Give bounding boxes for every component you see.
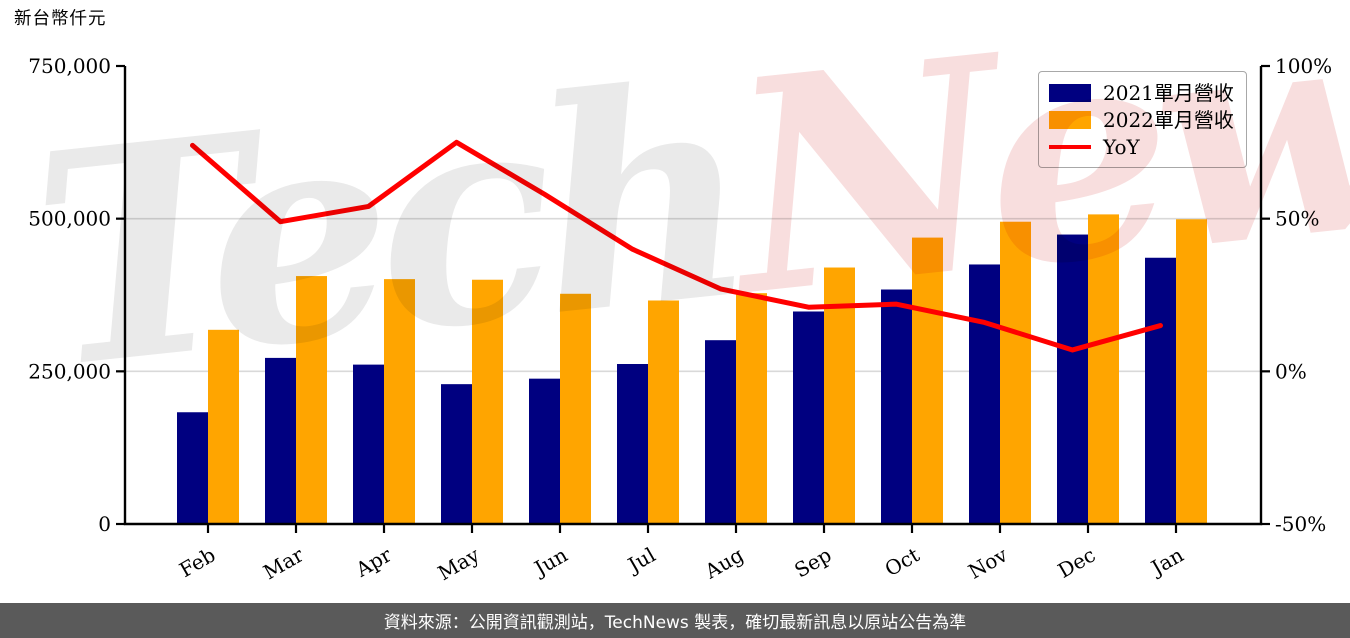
legend-label-yoy: YoY [1103, 134, 1140, 159]
legend-item-2021: 2021單月營收 [1049, 83, 1236, 103]
legend-swatch-yoy-icon [1049, 144, 1091, 149]
bar-2021-aug [705, 340, 736, 524]
right-tick-label: 50% [1275, 207, 1319, 231]
x-tick-label-nov: Nov [964, 542, 1012, 584]
legend-label-2022: 2022單月營收 [1103, 107, 1234, 132]
bar-2022-jun [560, 293, 591, 524]
bar-2022-aug [736, 293, 767, 524]
x-tick-label-may: May [434, 542, 484, 585]
legend-swatch-2022-icon [1049, 110, 1091, 129]
bar-2021-jun [529, 378, 560, 524]
legend-item-yoy: YoY [1049, 137, 1236, 157]
bar-2022-nov [1000, 221, 1031, 524]
x-tick-label-sep: Sep [790, 543, 835, 583]
bar-2022-jul [648, 300, 679, 524]
bar-2021-may [441, 384, 472, 524]
yoy-line [190, 139, 1163, 353]
x-tick-label-jan: Jan [1145, 542, 1187, 580]
bar-2022-oct [912, 237, 943, 524]
legend-label-2021: 2021單月營收 [1103, 80, 1234, 105]
left-tick-label: 500,000 [28, 207, 111, 231]
left-tick-label: 250,000 [28, 359, 111, 383]
bar-2021-nov [969, 264, 1000, 524]
x-tick-label-jun: Jun [529, 542, 572, 581]
bar-2021-mar [265, 357, 296, 524]
bar-2021-dec [1057, 234, 1088, 524]
bar-2022-feb [208, 329, 239, 524]
bar-2021-jul [617, 364, 648, 524]
x-tick-label-apr: Apr [351, 542, 396, 582]
bar-2021-apr [353, 364, 384, 524]
left-tick-label: 750,000 [28, 54, 111, 78]
chart-legend: 2021單月營收 2022單月營收 YoY [1038, 71, 1247, 168]
bar-2022-mar [296, 276, 327, 524]
bar-2022-may [472, 279, 503, 524]
left-axis-title: 新台幣仟元 [14, 9, 107, 29]
footer-source-text: 資料來源：公開資訊觀測站，TechNews 製表，確切最新訊息以原站公告為準 [383, 613, 967, 633]
x-tick-label-dec: Dec [1054, 543, 1100, 583]
footer-bar: 資料來源：公開資訊觀測站，TechNews 製表，確切最新訊息以原站公告為準 [0, 603, 1350, 638]
bar-2021-feb [177, 412, 208, 524]
x-tick-label-jul: Jul [622, 543, 659, 578]
x-tick-label-feb: Feb [175, 543, 219, 582]
bar-2021-jan [1145, 257, 1176, 524]
right-tick-label: 0% [1275, 359, 1307, 383]
bar-2022-apr [384, 279, 415, 524]
bar-2022-sep [824, 267, 855, 524]
bar-2022-jan [1176, 219, 1207, 524]
legend-swatch-2021-icon [1049, 83, 1091, 102]
legend-item-2022: 2022單月營收 [1049, 110, 1236, 130]
x-tick-label-mar: Mar [259, 542, 308, 584]
bar-2021-sep [793, 311, 824, 524]
x-tick-label-aug: Aug [700, 542, 748, 583]
bar-2021-oct [881, 289, 912, 524]
bar-2022-dec [1088, 214, 1119, 524]
right-tick-label: 100% [1275, 54, 1332, 78]
right-tick-label: -50% [1275, 512, 1326, 536]
left-tick-label: 0 [98, 512, 111, 536]
x-tick-label-oct: Oct [881, 543, 924, 582]
